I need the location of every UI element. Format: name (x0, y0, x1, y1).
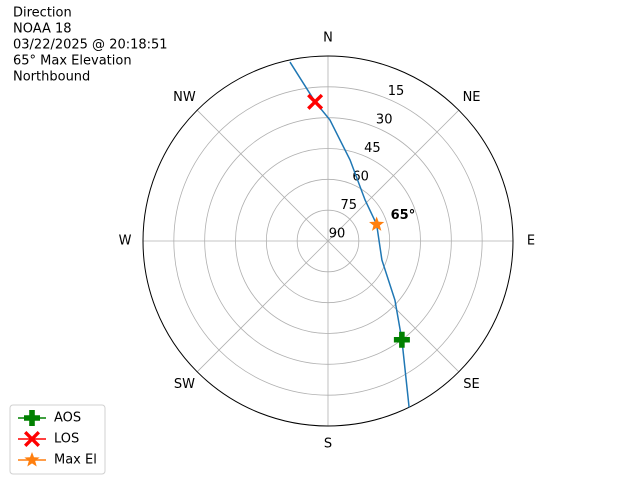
theta-tick-label: NW (173, 90, 196, 105)
title-line: 65° Max Elevation (13, 54, 132, 69)
legend-label: Max El (54, 453, 97, 468)
r-tick-label: 90 (329, 227, 346, 242)
r-tick-label: 75 (341, 198, 358, 213)
theta-tick-label: W (119, 234, 132, 249)
r-tick-label: 60 (352, 170, 369, 185)
legend-marker (24, 410, 40, 426)
annotation: 65° (391, 208, 416, 223)
r-grid-line (235, 148, 421, 334)
marker (369, 216, 385, 231)
polar-spine (142, 55, 514, 427)
marker (307, 93, 324, 110)
legend-label: AOS (54, 411, 81, 426)
r-tick-label: 15 (388, 84, 405, 99)
r-tick-label: 45 (364, 141, 381, 156)
r-grid-line (173, 86, 483, 396)
theta-tick-label: SE (463, 377, 479, 392)
r-grid-line (265, 178, 391, 304)
theta-tick-label: SW (174, 377, 195, 392)
theta-tick-label: S (324, 437, 332, 452)
theta-tick-label: N (323, 31, 333, 46)
legend-label: LOS (54, 432, 79, 447)
theta-tick-label: NE (463, 90, 481, 105)
legend-marker (24, 431, 40, 447)
legend: AOS LOS Max El (9, 404, 106, 475)
theta-tick-label: E (527, 234, 535, 249)
track-line (289, 61, 410, 408)
title-line: Northbound (13, 70, 90, 85)
title-line: Direction (13, 6, 72, 21)
r-grid-line (296, 209, 360, 273)
legend-marker (24, 452, 40, 467)
title-line: 03/22/2025 @ 20:18:51 (13, 38, 168, 53)
r-tick-label: 30 (376, 113, 393, 128)
title-line: NOAA 18 (13, 22, 72, 37)
marker (393, 331, 410, 348)
